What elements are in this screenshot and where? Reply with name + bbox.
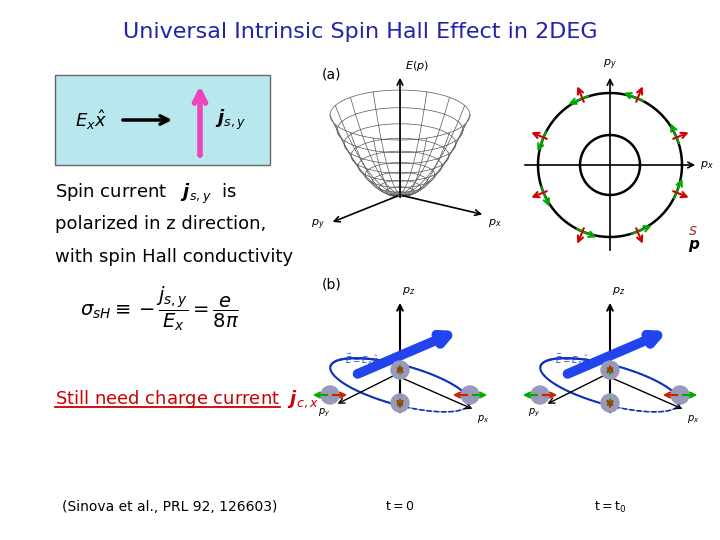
Text: $\mathrm{t=0}$: $\mathrm{t=0}$ bbox=[385, 500, 415, 513]
Text: (b): (b) bbox=[322, 278, 342, 292]
Text: $p_y$: $p_y$ bbox=[528, 407, 540, 420]
Text: $p_y$: $p_y$ bbox=[318, 407, 330, 420]
Circle shape bbox=[671, 386, 689, 404]
Polygon shape bbox=[55, 75, 270, 165]
Circle shape bbox=[601, 361, 619, 379]
Text: $\vec{E}=E_x\hat{x}$: $\vec{E}=E_x\hat{x}$ bbox=[555, 352, 589, 367]
Text: Universal Intrinsic Spin Hall Effect in 2DEG: Universal Intrinsic Spin Hall Effect in … bbox=[122, 22, 598, 42]
Text: $\mathrm{t=t_0}$: $\mathrm{t=t_0}$ bbox=[594, 500, 626, 515]
Text: $p_y$: $p_y$ bbox=[311, 218, 325, 232]
Circle shape bbox=[321, 386, 339, 404]
Text: (Sinova et al., PRL 92, 126603): (Sinova et al., PRL 92, 126603) bbox=[63, 500, 278, 514]
Text: $E_x\hat{x}$: $E_x\hat{x}$ bbox=[75, 108, 107, 132]
Circle shape bbox=[601, 394, 619, 412]
Text: $\sigma_{sH} \equiv -\dfrac{j_{s,y}}{E_x} = \dfrac{e}{8\pi}$: $\sigma_{sH} \equiv -\dfrac{j_{s,y}}{E_x… bbox=[80, 285, 239, 334]
Text: $\vec{E}=E_x\hat{x}$: $\vec{E}=E_x\hat{x}$ bbox=[345, 352, 379, 367]
Circle shape bbox=[531, 386, 549, 404]
Circle shape bbox=[461, 386, 479, 404]
Text: Still need charge current  $\boldsymbol{j}_{c,x}$: Still need charge current $\boldsymbol{j… bbox=[55, 388, 319, 410]
Text: $p_x$: $p_x$ bbox=[488, 217, 502, 229]
Text: $p_x$: $p_x$ bbox=[687, 413, 699, 425]
Text: $p_x$: $p_x$ bbox=[700, 159, 714, 171]
Text: with spin Hall conductivity: with spin Hall conductivity bbox=[55, 248, 293, 266]
Text: $p_z$: $p_z$ bbox=[612, 285, 625, 297]
Text: $\boldsymbol{j}_{s,y}$: $\boldsymbol{j}_{s,y}$ bbox=[215, 108, 246, 132]
Text: $p_z$: $p_z$ bbox=[402, 285, 415, 297]
Text: $p_x$: $p_x$ bbox=[477, 413, 490, 425]
Text: $p_y$: $p_y$ bbox=[603, 58, 617, 72]
Text: (a): (a) bbox=[322, 68, 341, 82]
Text: polarized in z direction,: polarized in z direction, bbox=[55, 215, 266, 233]
Text: $\boldsymbol{p}$: $\boldsymbol{p}$ bbox=[688, 238, 701, 254]
Text: $E(p)$: $E(p)$ bbox=[405, 59, 429, 73]
Text: Spin current   $\boldsymbol{j}_{s,y}$  is: Spin current $\boldsymbol{j}_{s,y}$ is bbox=[55, 182, 237, 206]
Circle shape bbox=[391, 394, 409, 412]
Text: $\mathit{s}$: $\mathit{s}$ bbox=[688, 223, 698, 238]
Circle shape bbox=[391, 361, 409, 379]
